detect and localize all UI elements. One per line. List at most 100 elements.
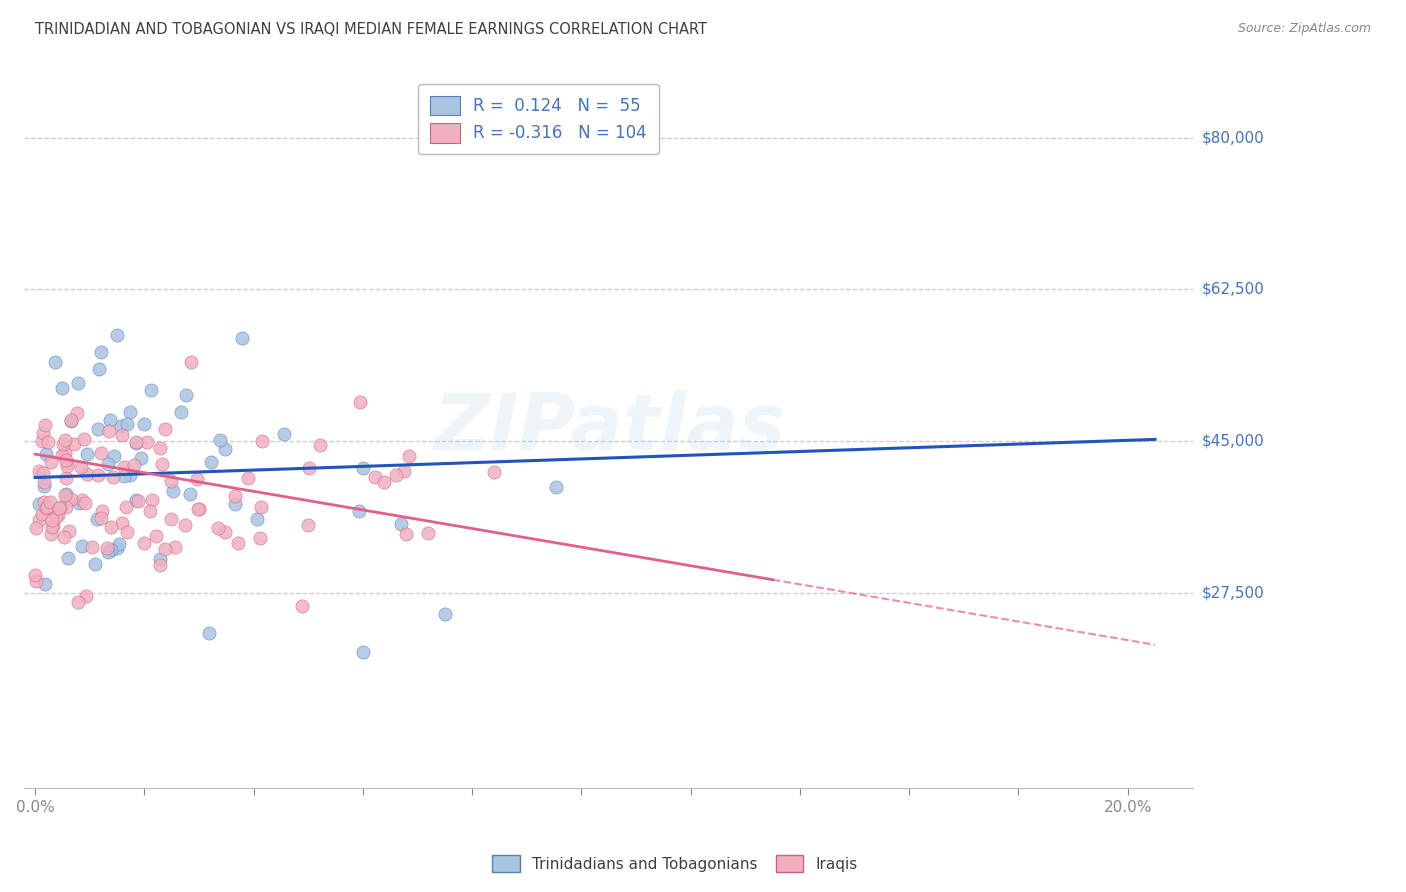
Point [32,467,55,481]
Point [145,529,167,543]
Point [55,453,77,467]
Text: $27,500: $27,500 [1202,585,1264,600]
Point [59,413,82,427]
Point [197,625,219,640]
Point [80,540,103,554]
Point [236,471,259,485]
Point [546,479,568,493]
Point [163,541,186,555]
Point [52,437,75,451]
Point [231,331,253,345]
Point [90,446,112,460]
Point [250,434,273,449]
Point [39,495,62,509]
Point [59,492,82,507]
Point [207,520,229,534]
Text: ZIPatlas: ZIPatlas [433,390,785,467]
Point [482,466,505,480]
Point [28,513,51,527]
Point [373,475,395,490]
Point [56,551,79,566]
Point [56,456,79,470]
Point [56,459,79,474]
Point [87,361,110,376]
Point [141,492,163,507]
Point [129,450,152,465]
Point [76,467,98,482]
Point [27,464,49,478]
Point [214,442,236,456]
Point [160,512,183,526]
Point [96,541,118,555]
Point [86,512,108,526]
Point [103,450,125,464]
Point [111,516,134,531]
Point [97,457,120,471]
Point [42,519,65,533]
Point [66,406,89,420]
Point [186,472,208,486]
Point [97,425,120,439]
Point [41,519,63,533]
Point [433,607,456,622]
Point [308,438,330,452]
Point [110,418,132,433]
Point [75,589,97,603]
Point [31,507,53,521]
Point [48,500,70,515]
Point [27,497,49,511]
Point [187,502,209,516]
Point [105,541,128,555]
Text: $45,000: $45,000 [1202,434,1264,449]
Point [139,503,162,517]
Text: TRINIDADIAN AND TOBAGONIAN VS IRAQI MEDIAN FEMALE EARNINGS CORRELATION CHART: TRINIDADIAN AND TOBAGONIAN VS IRAQI MEDI… [35,22,707,37]
Point [98,412,121,426]
Point [160,475,183,489]
Point [70,540,93,554]
Point [55,500,77,514]
Point [224,489,246,503]
Point [87,467,110,482]
Point [150,458,173,472]
Point [127,493,149,508]
Legend: Trinidadians and Tobagonians, Iraqis: Trinidadians and Tobagonians, Iraqis [485,847,865,880]
Point [141,383,163,397]
Point [122,458,145,473]
Point [398,449,420,463]
Point [114,500,136,514]
Point [73,496,96,510]
Legend: R =  0.124   N =  55, R = -0.316   N = 104: R = 0.124 N = 55, R = -0.316 N = 104 [419,84,659,154]
Point [214,525,236,540]
Point [58,524,80,539]
Point [273,427,295,442]
Point [83,558,105,572]
Point [53,488,76,502]
Point [53,530,76,544]
Point [352,645,374,659]
Point [51,448,73,462]
Point [352,461,374,475]
Point [45,509,67,524]
Point [246,512,269,526]
Point [69,460,91,475]
Point [208,434,231,448]
Point [41,513,63,527]
Point [41,526,63,541]
Point [384,468,406,483]
Point [170,405,193,419]
Text: $62,500: $62,500 [1202,282,1264,297]
Text: $80,000: $80,000 [1202,130,1264,145]
Point [44,355,66,369]
Point [180,355,202,369]
Point [418,526,440,541]
Point [25,574,48,589]
Point [66,595,89,609]
Point [107,327,129,342]
Point [35,447,58,461]
Point [125,434,148,449]
Point [200,455,222,469]
Point [149,558,172,573]
Point [249,531,271,545]
Point [153,422,176,436]
Point [37,500,59,515]
